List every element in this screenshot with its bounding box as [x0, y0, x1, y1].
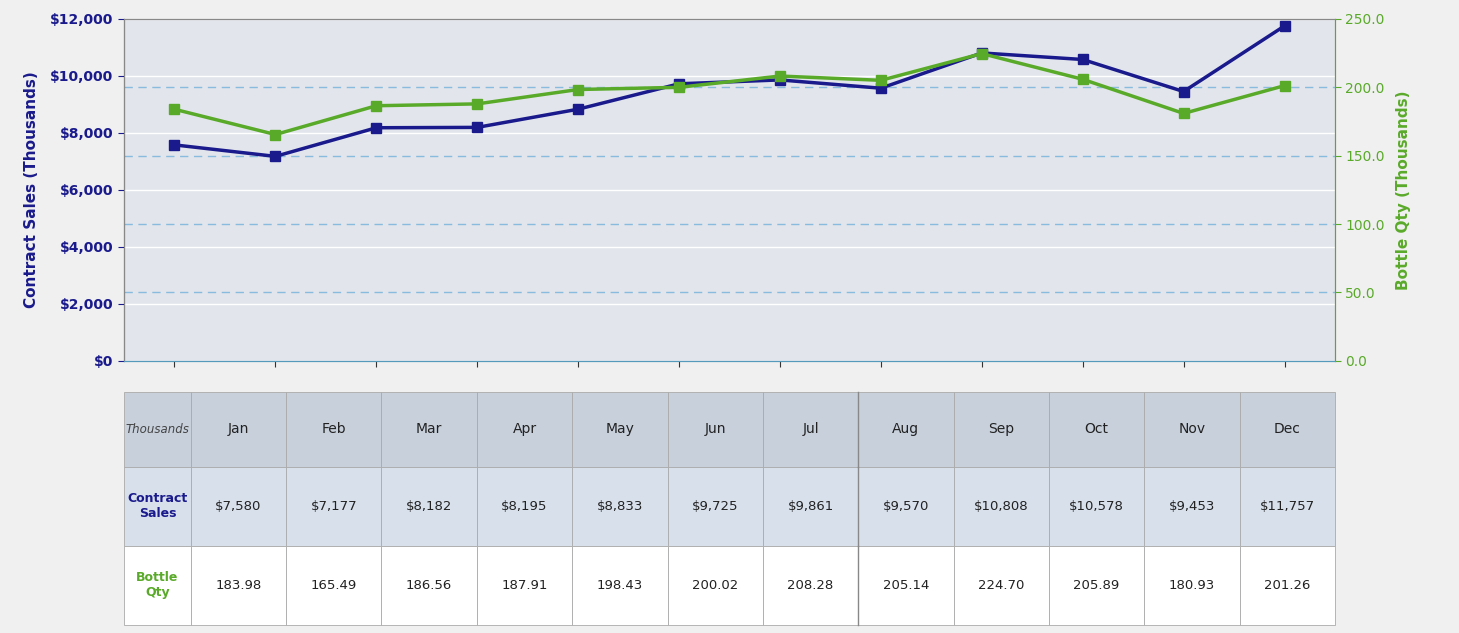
- Bar: [763, 392, 858, 467]
- Bar: [124, 467, 191, 546]
- Text: Bottle
Qty: Bottle Qty: [136, 572, 178, 599]
- Text: $11,757: $11,757: [1259, 499, 1315, 513]
- Text: 180.93: 180.93: [1169, 579, 1215, 592]
- Bar: [286, 392, 381, 467]
- Text: 165.49: 165.49: [311, 579, 357, 592]
- Bar: [572, 546, 668, 625]
- Bar: [124, 392, 191, 467]
- Text: May: May: [605, 422, 635, 436]
- Bar: [1049, 467, 1144, 546]
- Text: $7,177: $7,177: [311, 499, 357, 513]
- Bar: [477, 546, 572, 625]
- Text: $8,182: $8,182: [406, 499, 452, 513]
- Bar: [381, 467, 477, 546]
- Text: Jul: Jul: [802, 422, 818, 436]
- Text: $9,453: $9,453: [1169, 499, 1215, 513]
- Bar: [1240, 467, 1335, 546]
- Text: Mar: Mar: [416, 422, 442, 436]
- Text: 183.98: 183.98: [216, 579, 261, 592]
- Text: 205.89: 205.89: [1074, 579, 1119, 592]
- Text: $9,861: $9,861: [788, 499, 833, 513]
- Text: Jan: Jan: [228, 422, 249, 436]
- Text: Oct: Oct: [1084, 422, 1109, 436]
- Text: $8,195: $8,195: [502, 499, 547, 513]
- Text: Sep: Sep: [988, 422, 1014, 436]
- Bar: [668, 546, 763, 625]
- Text: 200.02: 200.02: [692, 579, 738, 592]
- Text: 224.70: 224.70: [978, 579, 1024, 592]
- Bar: [954, 392, 1049, 467]
- Text: 205.14: 205.14: [883, 579, 929, 592]
- Bar: [191, 546, 286, 625]
- Bar: [1144, 392, 1240, 467]
- Text: Contract
Sales: Contract Sales: [127, 492, 188, 520]
- Text: Dec: Dec: [1274, 422, 1301, 436]
- Bar: [763, 467, 858, 546]
- Bar: [381, 546, 477, 625]
- Bar: [1144, 467, 1240, 546]
- Text: $9,725: $9,725: [692, 499, 738, 513]
- Bar: [954, 467, 1049, 546]
- Bar: [572, 467, 668, 546]
- Bar: [477, 392, 572, 467]
- Text: 201.26: 201.26: [1263, 579, 1310, 592]
- Text: Nov: Nov: [1179, 422, 1205, 436]
- Bar: [858, 392, 954, 467]
- Y-axis label: Bottle Qty (Thousands): Bottle Qty (Thousands): [1396, 90, 1411, 290]
- Bar: [858, 467, 954, 546]
- Bar: [1240, 392, 1335, 467]
- Text: $10,578: $10,578: [1069, 499, 1123, 513]
- Text: $7,580: $7,580: [216, 499, 261, 513]
- Text: 186.56: 186.56: [406, 579, 452, 592]
- Bar: [668, 392, 763, 467]
- Text: Aug: Aug: [893, 422, 919, 436]
- Y-axis label: Contract Sales (Thousands): Contract Sales (Thousands): [25, 72, 39, 308]
- Bar: [477, 467, 572, 546]
- Bar: [286, 546, 381, 625]
- Bar: [668, 467, 763, 546]
- Bar: [954, 546, 1049, 625]
- Bar: [1049, 546, 1144, 625]
- Text: Apr: Apr: [512, 422, 537, 436]
- Text: 198.43: 198.43: [597, 579, 643, 592]
- Bar: [858, 546, 954, 625]
- Text: Feb: Feb: [321, 422, 346, 436]
- Text: $8,833: $8,833: [597, 499, 643, 513]
- Text: 208.28: 208.28: [788, 579, 833, 592]
- Bar: [191, 392, 286, 467]
- Bar: [191, 467, 286, 546]
- Text: 187.91: 187.91: [502, 579, 547, 592]
- Bar: [124, 546, 191, 625]
- Bar: [1049, 392, 1144, 467]
- Text: $9,570: $9,570: [883, 499, 929, 513]
- Text: Thousands: Thousands: [125, 423, 190, 436]
- Bar: [572, 392, 668, 467]
- Bar: [1240, 546, 1335, 625]
- Bar: [1144, 546, 1240, 625]
- Text: $10,808: $10,808: [975, 499, 1029, 513]
- Bar: [763, 546, 858, 625]
- Bar: [381, 392, 477, 467]
- Text: Jun: Jun: [705, 422, 727, 436]
- Bar: [286, 467, 381, 546]
